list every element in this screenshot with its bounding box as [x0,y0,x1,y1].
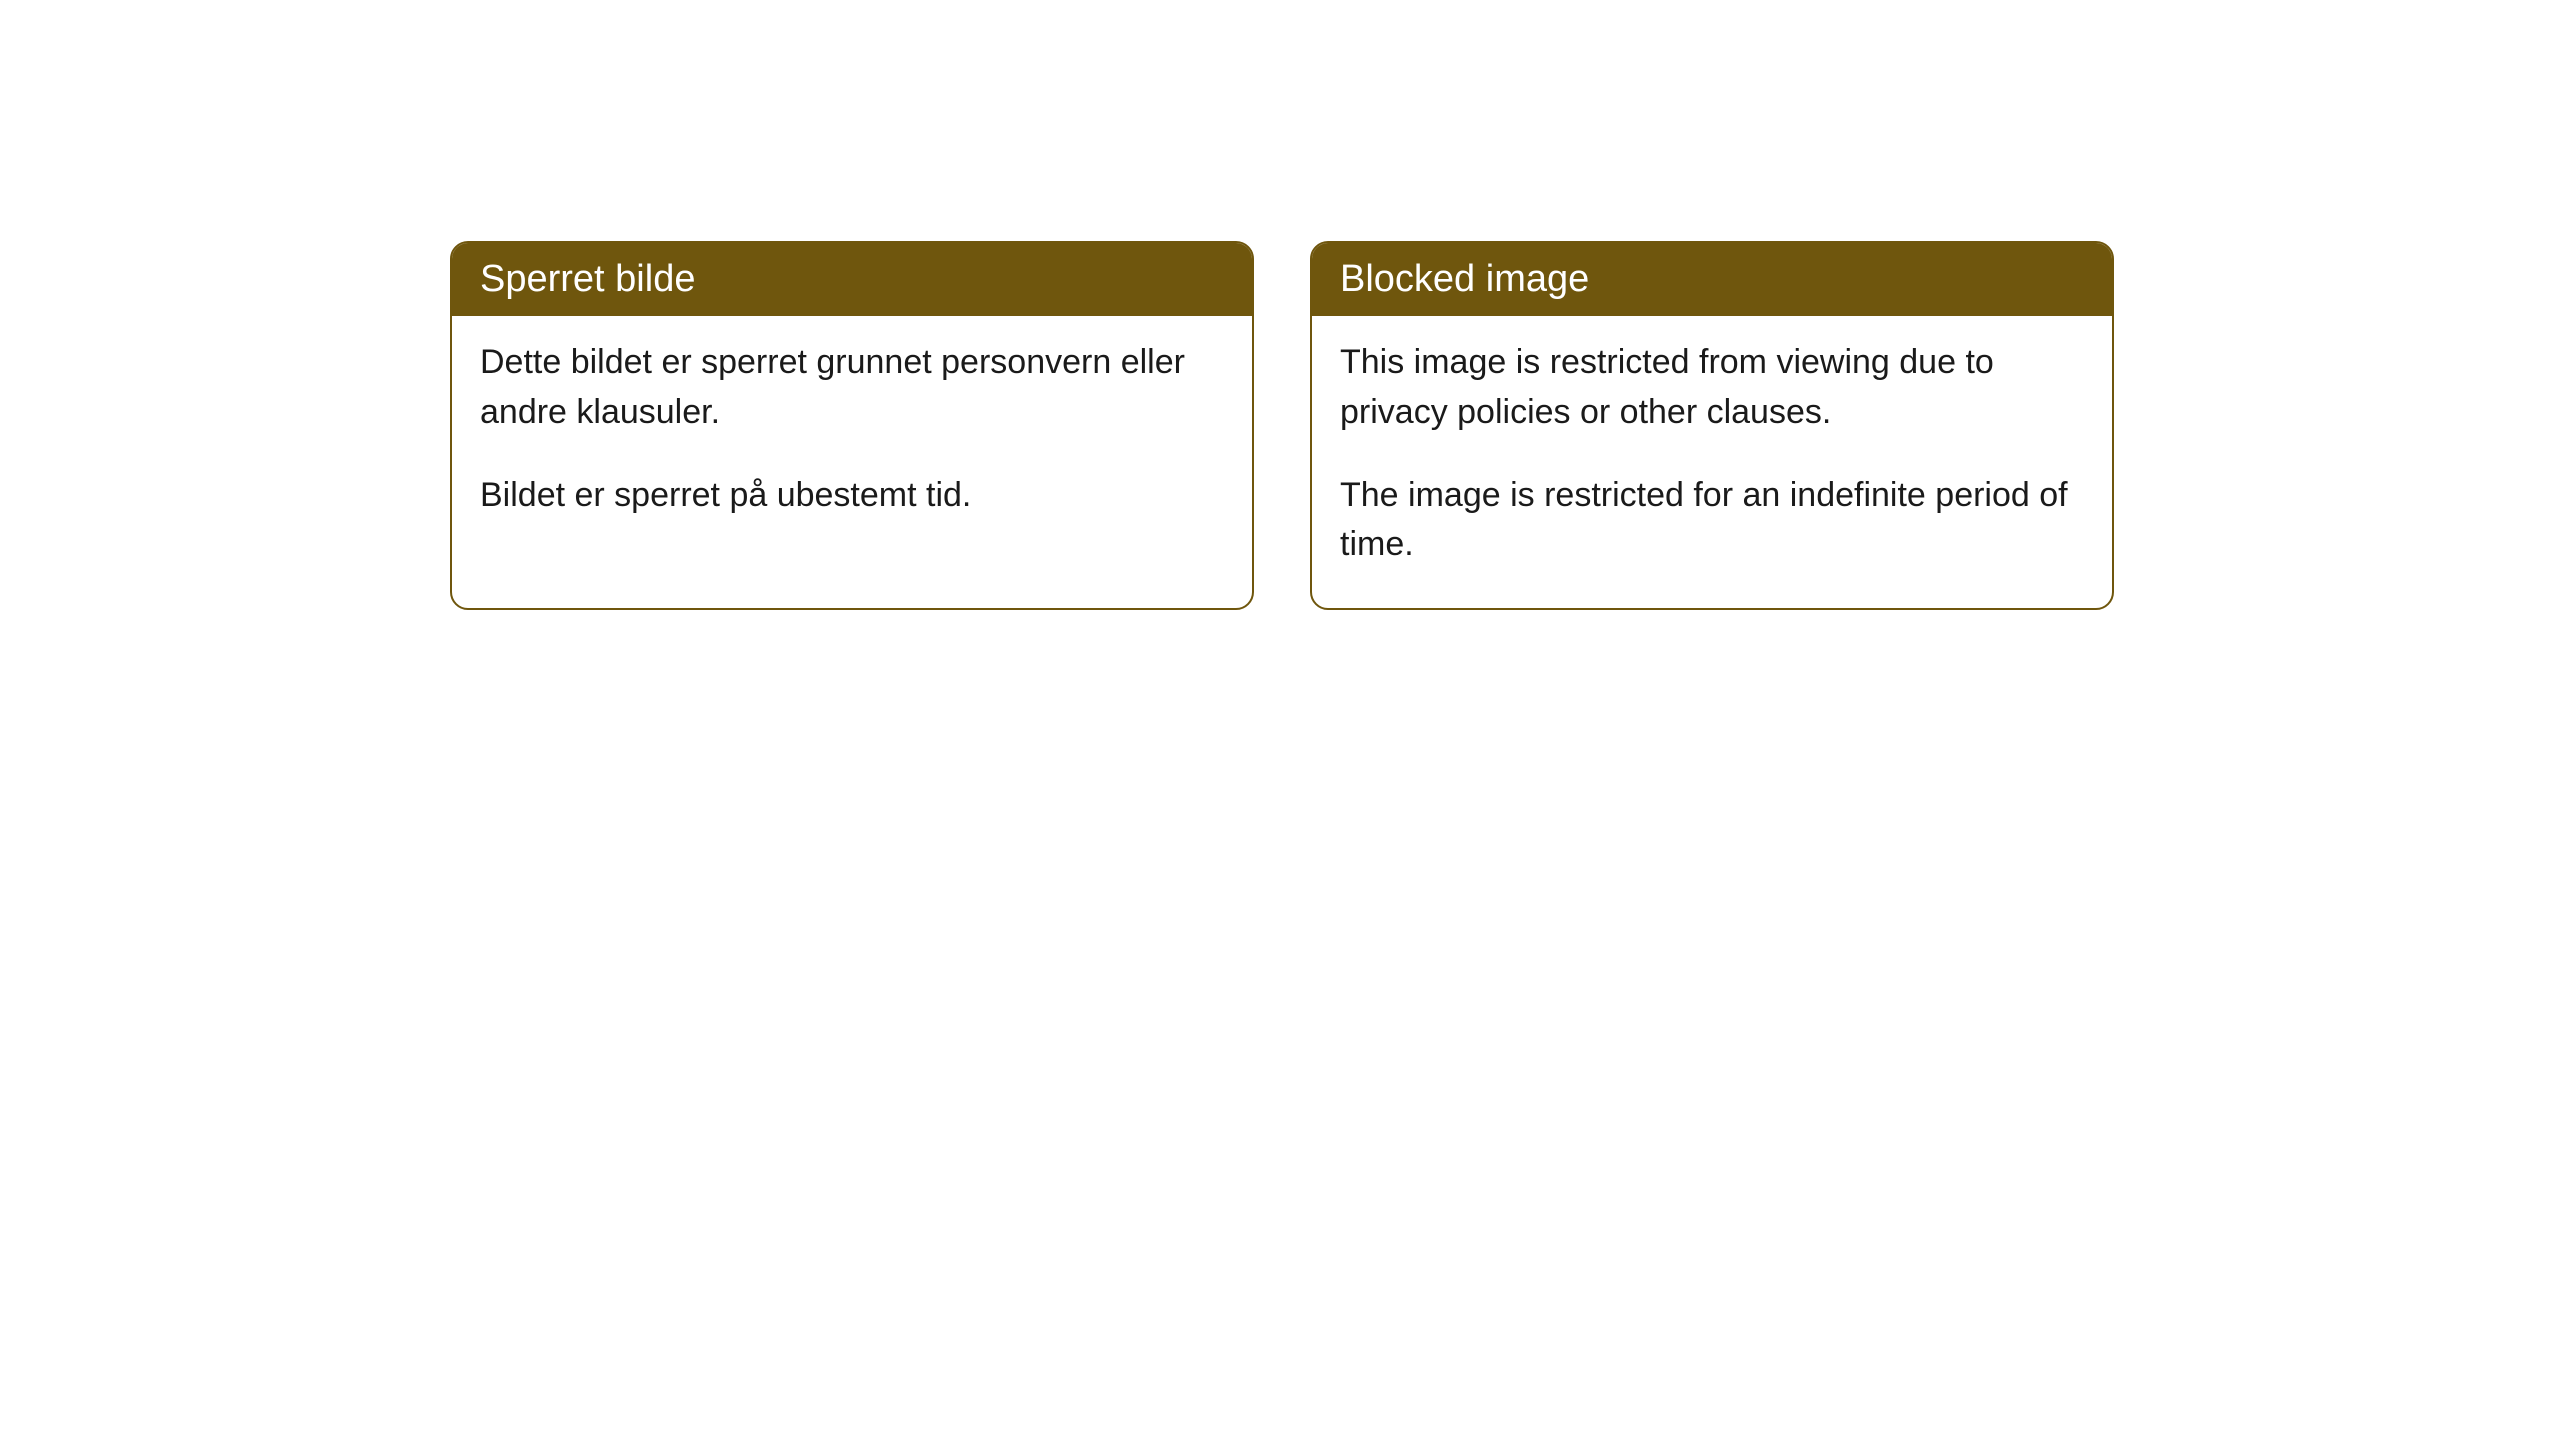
card-paragraph: Dette bildet er sperret grunnet personve… [480,338,1224,437]
card-paragraph: The image is restricted for an indefinit… [1340,471,2084,570]
notice-container: Sperret bilde Dette bildet er sperret gr… [450,241,2114,610]
blocked-image-card-norwegian: Sperret bilde Dette bildet er sperret gr… [450,241,1254,610]
blocked-image-card-english: Blocked image This image is restricted f… [1310,241,2114,610]
card-title: Sperret bilde [452,243,1252,316]
card-body: Dette bildet er sperret grunnet personve… [452,316,1252,558]
card-paragraph: Bildet er sperret på ubestemt tid. [480,471,1224,520]
card-title: Blocked image [1312,243,2112,316]
card-body: This image is restricted from viewing du… [1312,316,2112,607]
card-paragraph: This image is restricted from viewing du… [1340,338,2084,437]
